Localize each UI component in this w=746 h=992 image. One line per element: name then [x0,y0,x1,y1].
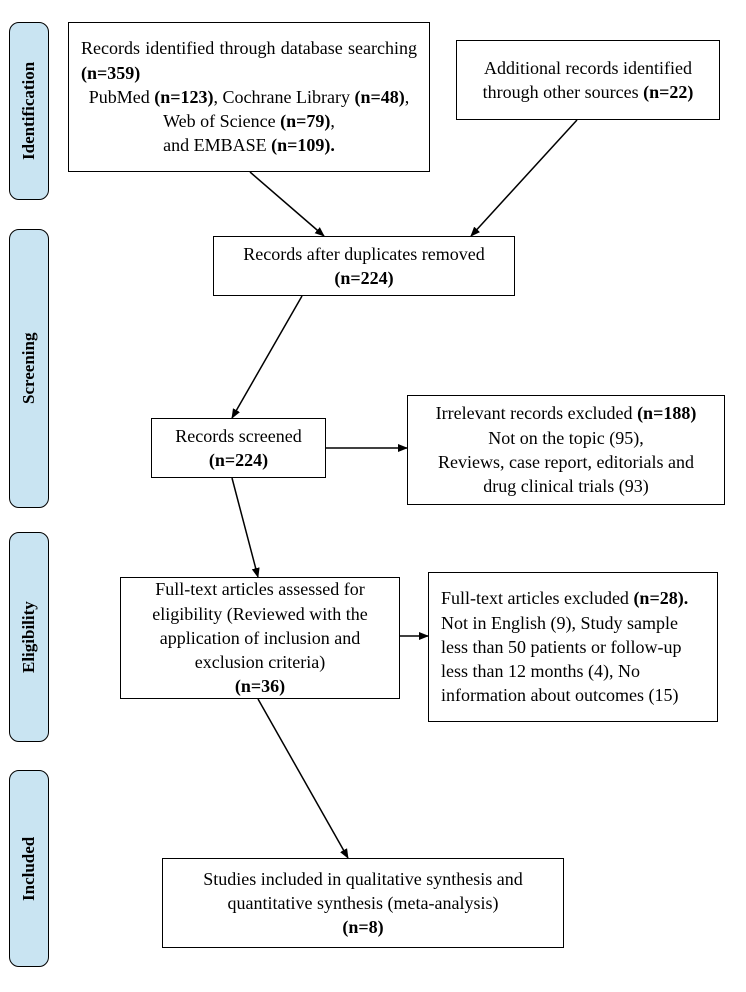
stage-identification: Identification [9,22,49,200]
text: Records after duplicates removed [226,242,502,266]
text: , [330,111,335,131]
text: Web of Science [163,111,280,131]
text-bold: (n=28). [633,588,688,608]
text-bold: (n=8) [175,915,551,939]
stage-screening: Screening [9,229,49,508]
text: , Cochrane Library [214,87,355,107]
text: Records screened [164,424,313,448]
stage-included: Included [9,770,49,967]
text: Reviews, case report, editorials and dru… [420,450,712,499]
node-after-duplicates: Records after duplicates removed (n=224) [213,236,515,296]
text: Records identified through database sear… [81,38,417,58]
text-bold: (n=22) [643,82,693,102]
text-bold: (n=188) [637,403,696,423]
node-db-search: Records identified through database sear… [68,22,430,172]
stage-label-text: Identification [19,62,39,160]
stage-label-text: Included [19,836,39,900]
text-bold: (n=224) [164,448,313,472]
text: , [405,87,410,107]
stage-label-text: Eligibility [19,601,39,673]
stage-label-text: Screening [19,333,39,404]
text: Full-text articles assessed for eligibil… [133,577,387,674]
node-included-studies: Studies included in qualitative synthesi… [162,858,564,948]
node-records-screened: Records screened (n=224) [151,418,326,478]
node-irrelevant-excluded: Irrelevant records excluded (n=188) Not … [407,395,725,505]
text-bold: (n=123) [154,87,213,107]
text-bold: (n=36) [133,674,387,698]
node-fulltext-assessed: Full-text articles assessed for eligibil… [120,577,400,699]
text: and EMBASE [163,135,271,155]
text-bold: (n=359) [81,63,140,83]
text-bold: (n=224) [226,266,502,290]
text: Not in English (9), Study sample less th… [441,611,705,708]
text: PubMed [89,87,155,107]
text: Studies included in qualitative synthesi… [175,867,551,916]
node-other-sources: Additional records identified through ot… [456,40,720,120]
text: Not on the topic (95), [420,426,712,450]
stage-eligibility: Eligibility [9,532,49,742]
text: Irrelevant records excluded [436,403,637,423]
text: Full-text articles excluded [441,588,633,608]
node-fulltext-excluded: Full-text articles excluded (n=28). Not … [428,572,718,722]
text-bold: (n=79) [280,111,330,131]
text-bold: (n=48) [354,87,404,107]
text-bold: (n=109). [271,135,335,155]
